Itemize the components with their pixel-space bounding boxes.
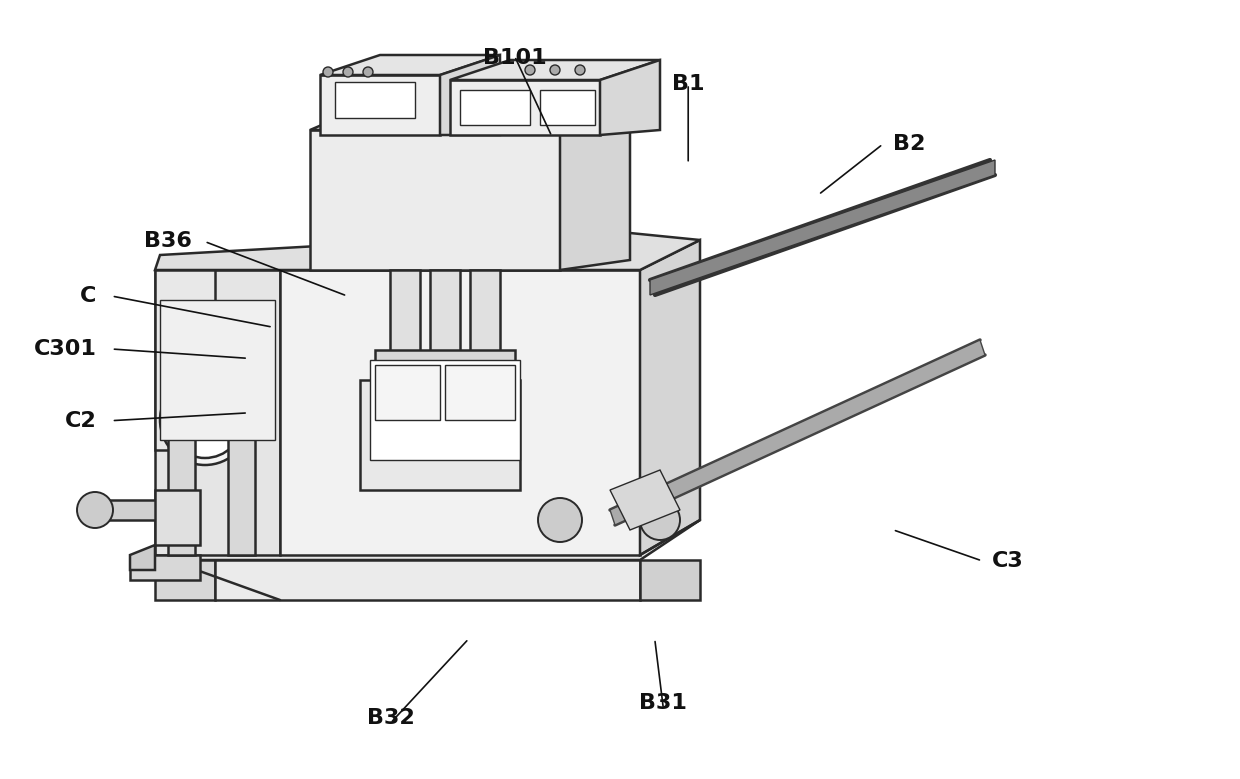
Polygon shape [440, 55, 500, 135]
Circle shape [322, 67, 334, 77]
Polygon shape [155, 560, 215, 600]
Polygon shape [391, 270, 420, 480]
Polygon shape [560, 100, 630, 270]
Polygon shape [650, 160, 994, 295]
Polygon shape [430, 270, 460, 480]
Polygon shape [155, 490, 200, 545]
Polygon shape [130, 545, 155, 570]
Polygon shape [640, 240, 701, 555]
Polygon shape [310, 130, 560, 270]
Text: B31: B31 [640, 693, 687, 713]
Polygon shape [610, 470, 680, 530]
Polygon shape [95, 500, 160, 520]
Text: C: C [81, 286, 97, 306]
Polygon shape [310, 100, 630, 130]
Text: B36: B36 [144, 231, 192, 252]
Polygon shape [445, 365, 515, 420]
Polygon shape [450, 80, 600, 135]
Text: C301: C301 [33, 339, 97, 359]
Polygon shape [610, 340, 985, 525]
Polygon shape [155, 230, 701, 270]
Polygon shape [228, 350, 255, 555]
Polygon shape [640, 560, 701, 600]
Circle shape [575, 65, 585, 75]
Polygon shape [160, 300, 275, 440]
Polygon shape [320, 75, 440, 135]
Circle shape [551, 65, 560, 75]
Polygon shape [600, 60, 660, 135]
Polygon shape [470, 270, 500, 480]
Polygon shape [320, 55, 500, 75]
Polygon shape [335, 82, 415, 118]
Text: C3: C3 [992, 551, 1024, 571]
Circle shape [538, 498, 582, 542]
Polygon shape [450, 60, 660, 80]
Text: C2: C2 [64, 411, 97, 431]
Text: B2: B2 [893, 134, 925, 154]
Text: B1: B1 [672, 74, 704, 94]
Text: B101: B101 [482, 48, 547, 69]
Circle shape [77, 492, 113, 528]
Polygon shape [360, 380, 520, 490]
Polygon shape [215, 560, 640, 600]
Polygon shape [155, 270, 215, 450]
Polygon shape [370, 360, 520, 460]
Polygon shape [155, 270, 280, 555]
Circle shape [363, 67, 373, 77]
Text: B32: B32 [367, 708, 414, 728]
Circle shape [640, 500, 680, 540]
Circle shape [525, 65, 534, 75]
Circle shape [343, 67, 353, 77]
Polygon shape [374, 350, 515, 370]
Polygon shape [460, 90, 529, 125]
Polygon shape [155, 520, 701, 560]
Circle shape [160, 375, 250, 465]
Circle shape [167, 382, 243, 458]
Polygon shape [374, 365, 440, 420]
Polygon shape [539, 90, 595, 125]
Polygon shape [130, 555, 200, 580]
Polygon shape [280, 270, 640, 555]
Polygon shape [167, 350, 195, 555]
